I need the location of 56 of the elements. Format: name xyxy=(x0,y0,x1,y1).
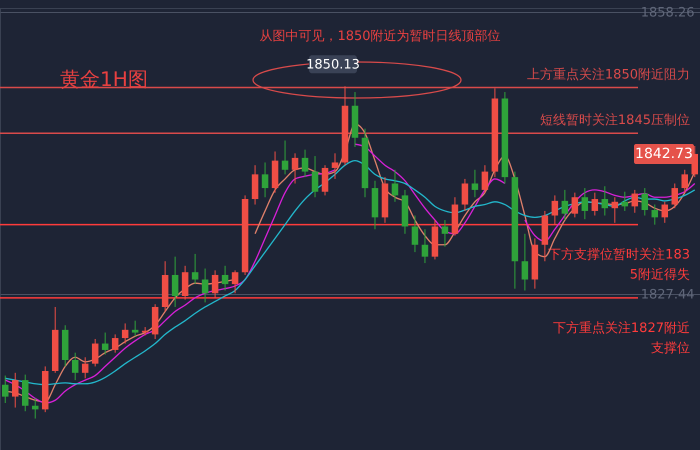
y-tick-label: 1827.44 xyxy=(640,287,694,302)
candlestick xyxy=(642,188,648,216)
candlestick xyxy=(442,220,448,248)
candlestick xyxy=(482,164,488,194)
candlestick xyxy=(462,178,468,212)
text: 黄金1H图 xyxy=(60,67,148,91)
candlestick xyxy=(222,265,228,292)
candlestick xyxy=(192,253,198,285)
candlestick xyxy=(202,268,208,303)
candlestick xyxy=(112,334,118,354)
candlestick xyxy=(12,372,18,408)
candlestick xyxy=(92,338,98,367)
candlestick xyxy=(232,270,238,294)
annotation: 1850.13 xyxy=(306,57,360,72)
candlestick xyxy=(2,375,8,404)
candlestick xyxy=(672,183,678,209)
annotation: 从图中可见，1850附近为暂时日线顶部位 xyxy=(259,29,501,44)
annotation: 1842.73 xyxy=(635,146,693,162)
candlestick xyxy=(182,265,188,300)
candlestick xyxy=(322,164,328,196)
candlestick xyxy=(572,192,578,218)
candlestick xyxy=(592,192,598,216)
candlestick xyxy=(392,169,398,202)
candlestick xyxy=(262,162,268,198)
candlestick xyxy=(72,352,78,381)
candlestick xyxy=(82,356,88,379)
candlestick xyxy=(212,270,218,298)
candlestick xyxy=(422,228,428,264)
candlestick xyxy=(562,189,568,221)
candlestick xyxy=(332,152,338,180)
candlestick xyxy=(652,204,658,226)
candlestick xyxy=(292,152,298,184)
candlestick xyxy=(662,201,668,224)
candlestick xyxy=(552,194,558,226)
ref-line-label: 下方支撑位暂时关注1835附近得失 xyxy=(548,246,690,283)
candlestick xyxy=(122,322,128,344)
ref-line-label: 短线暂时关注1845压制位 xyxy=(540,113,690,128)
candlestick xyxy=(622,191,628,212)
y-tick-label: 1858.26 xyxy=(640,5,694,20)
candlestick xyxy=(102,332,108,356)
candlestick xyxy=(682,169,688,194)
candlestick xyxy=(312,156,318,198)
candlestick xyxy=(612,196,618,224)
candlestick xyxy=(132,320,138,337)
candlestick xyxy=(522,233,528,292)
candlestick xyxy=(602,186,608,216)
candlestick xyxy=(582,188,588,220)
candlestick xyxy=(412,215,418,253)
candlestick xyxy=(632,189,638,214)
candlestick xyxy=(32,398,38,420)
ref-line-label: 上方重点关注1850附近阻力 xyxy=(526,66,690,82)
candlestick xyxy=(282,140,288,175)
candlestick xyxy=(302,149,308,178)
candlestick xyxy=(172,256,178,308)
candlestick xyxy=(472,169,478,198)
ref-line-label: 下方重点关注1827附近支撑位 xyxy=(552,320,690,356)
